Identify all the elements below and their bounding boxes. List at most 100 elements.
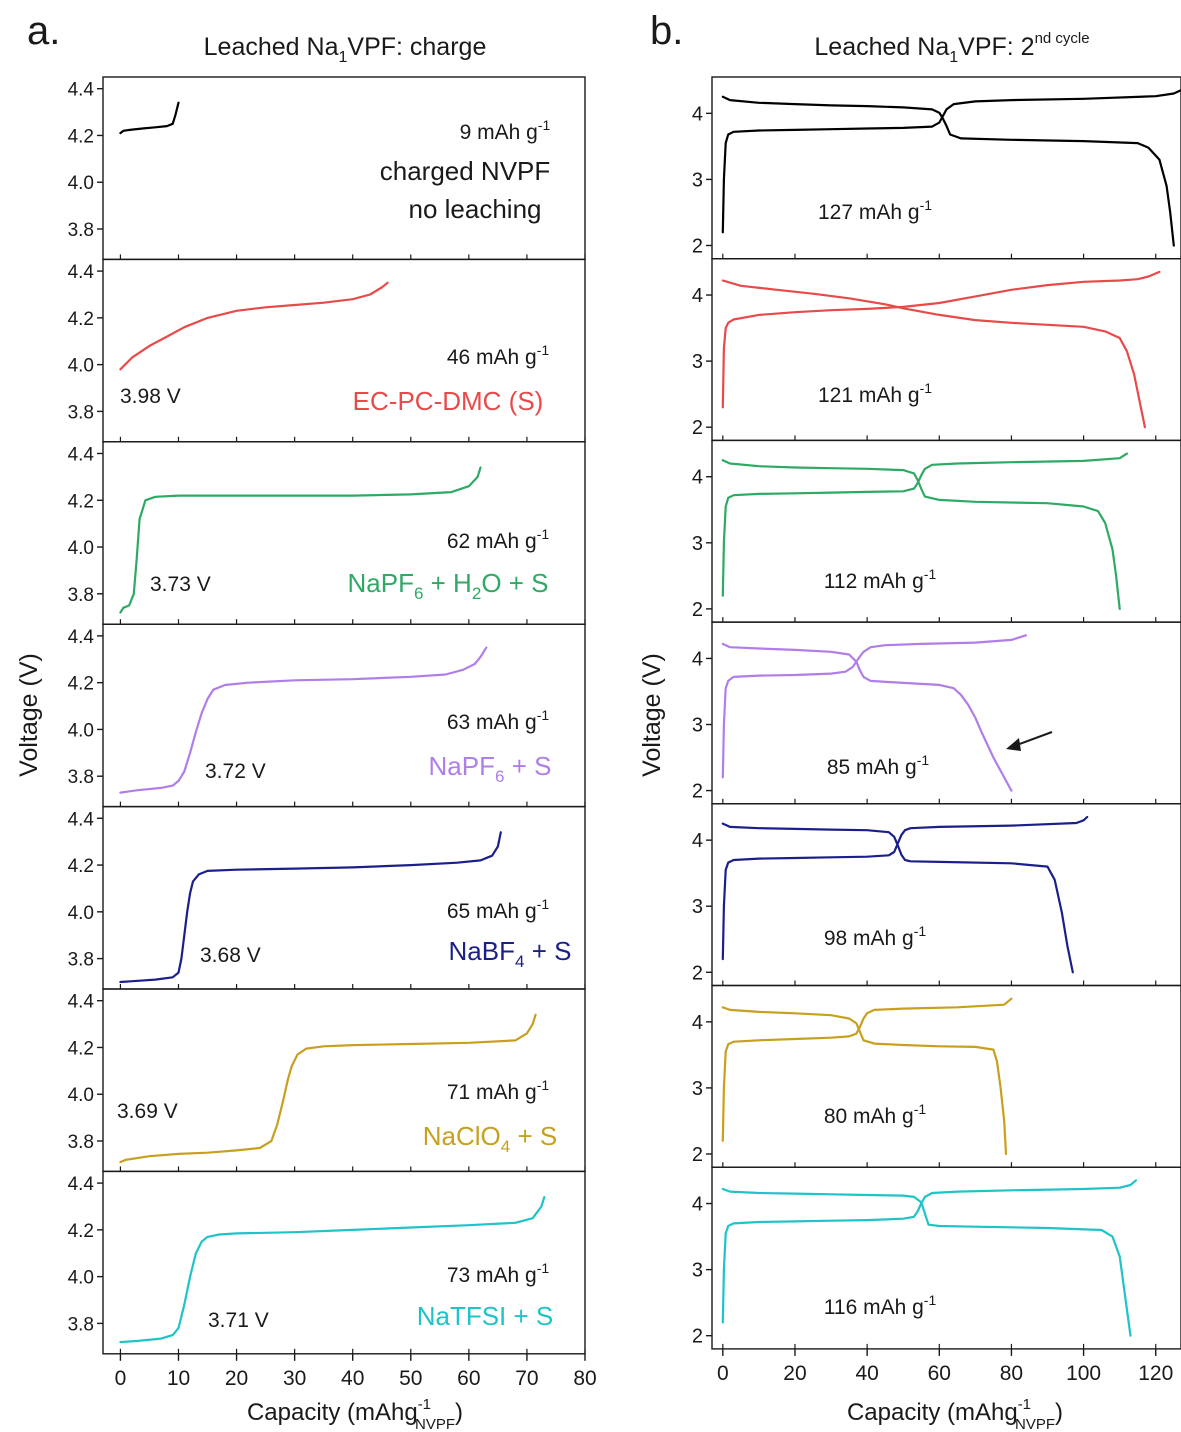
capacity-label: 65 mAh g-1 bbox=[447, 896, 550, 923]
series-line-charge bbox=[721, 270, 1161, 409]
y-tick-label: 3.8 bbox=[68, 1132, 94, 1153]
series-line-charge bbox=[721, 1179, 1137, 1324]
y-tick-label: 3.8 bbox=[68, 950, 94, 971]
series-line-s0 bbox=[119, 101, 180, 135]
electrolyte-subscript: 2 bbox=[472, 584, 481, 603]
y-tick-label: 2 bbox=[692, 962, 703, 984]
x-tick-label: 120 bbox=[1138, 1362, 1173, 1385]
y-tick-label: 3.8 bbox=[68, 1314, 94, 1335]
capacity-label: 116 mAh g-1 bbox=[824, 1292, 937, 1319]
series-line-charge bbox=[721, 997, 1013, 1142]
x-tick-label: 40 bbox=[341, 1367, 364, 1390]
y-tick-label: 4.0 bbox=[68, 1085, 94, 1106]
series-line-s0 bbox=[119, 646, 488, 794]
subplot: 2 3 4 85 mAh g-1 bbox=[692, 621, 1181, 805]
capacity-value: 112 mAh g bbox=[824, 570, 924, 593]
electrolyte-text: + S bbox=[510, 1121, 557, 1151]
electrolyte-text: NaTFSI + S bbox=[417, 1301, 554, 1331]
electrolyte-label: NaPF6 + S bbox=[429, 751, 552, 786]
subplot: 2 3 4 121 mAh g-1 bbox=[692, 258, 1181, 442]
x-tick-label: 100 bbox=[1066, 1362, 1101, 1385]
capacity-value: 62 mAh g bbox=[447, 530, 537, 553]
capacity-value: 98 mAh g bbox=[824, 927, 914, 950]
subplot: 3.8 4.0 4.2 4.4 62 mAh g-1 3.73 V NaPF6 + H2O … bbox=[68, 441, 586, 625]
y-tick-label: 4.0 bbox=[68, 903, 94, 924]
annotation-line: no leaching bbox=[409, 194, 542, 224]
series-line-discharge bbox=[721, 822, 1074, 974]
subplot: 3.8 4.0 4.2 4.4 63 mAh g-1 3.72 V NaPF6 + S bbox=[68, 623, 586, 808]
y-tick-label: 3 bbox=[692, 533, 703, 555]
onset-voltage-label: 3.98 V bbox=[120, 385, 181, 408]
y-tick-label: 4.2 bbox=[68, 856, 94, 877]
y-tick-label: 4.0 bbox=[68, 173, 94, 194]
y-tick-label: 4 bbox=[692, 103, 703, 125]
x-axis-label: Capacity (mAhg-1 NVPF) bbox=[247, 1396, 463, 1432]
y-tick-label: 2 bbox=[692, 781, 703, 803]
axis-label-superscript: -1 bbox=[418, 1396, 431, 1413]
axis-label-text: Capacity (mAhg bbox=[847, 1399, 1018, 1426]
capacity-value: 80 mAh g bbox=[824, 1105, 914, 1128]
onset-voltage-label: 3.73 V bbox=[150, 573, 211, 596]
y-tick-label: 4 bbox=[692, 1194, 703, 1216]
onset-voltage-label: 3.69 V bbox=[117, 1100, 178, 1123]
y-tick-label: 4.4 bbox=[68, 444, 95, 465]
y-tick-label: 3 bbox=[692, 169, 703, 191]
capacity-label: 9 mAh g-1 bbox=[460, 117, 551, 144]
capacity-unit-sup: -1 bbox=[538, 117, 551, 133]
subplot: 2 3 4 127 mAh g-1 bbox=[692, 76, 1181, 260]
y-tick-label: 3 bbox=[692, 351, 703, 373]
x-tick-label: 60 bbox=[457, 1367, 480, 1390]
title-text: VPF: 2 bbox=[958, 33, 1034, 61]
x-tick-label: 10 bbox=[167, 1367, 190, 1390]
series-line-s0 bbox=[119, 1013, 537, 1164]
electrolyte-subscript: 6 bbox=[414, 584, 423, 603]
capacity-unit-sup: -1 bbox=[537, 1077, 550, 1093]
capacity-label: 46 mAh g-1 bbox=[447, 342, 550, 369]
capacity-label: 127 mAh g-1 bbox=[818, 197, 932, 224]
capacity-value: 65 mAh g bbox=[447, 900, 537, 923]
capacity-unit-sup: -1 bbox=[537, 342, 550, 358]
y-tick-label: 2 bbox=[692, 599, 703, 621]
y-tick-label: 3 bbox=[692, 1078, 703, 1100]
arrow-shaft bbox=[1013, 731, 1053, 747]
y-tick-label: 2 bbox=[692, 1326, 703, 1348]
capacity-value: 63 mAh g bbox=[447, 711, 537, 734]
capacity-label: 85 mAh g-1 bbox=[827, 752, 930, 779]
electrolyte-label: NaTFSI + S bbox=[417, 1301, 554, 1331]
capacity-value: 121 mAh g bbox=[818, 384, 920, 407]
y-tick-label: 4.4 bbox=[68, 262, 95, 283]
electrolyte-text: NaPF bbox=[429, 751, 495, 781]
series-line-discharge bbox=[721, 459, 1121, 610]
capacity-unit-sup: -1 bbox=[917, 752, 930, 768]
electrolyte-label: NaClO4 + S bbox=[423, 1121, 557, 1156]
title-superscript: nd cycle bbox=[1035, 30, 1090, 47]
electrolyte-subscript: 4 bbox=[501, 1137, 510, 1156]
series-line-s0 bbox=[119, 281, 389, 371]
capacity-unit-sup: -1 bbox=[914, 1101, 927, 1117]
capacity-unit-sup: -1 bbox=[537, 1260, 550, 1276]
y-tick-label: 2 bbox=[692, 417, 703, 439]
panel-b: 2 3 4 127 mAh g-1 2 3 4 121 mAh g -1 2 3 4 112 mAh g… bbox=[692, 76, 1181, 1385]
electrolyte-label: NaPF6 + H2O + S bbox=[347, 568, 548, 603]
capacity-value: 116 mAh g bbox=[824, 1296, 924, 1319]
y-tick-label: 3 bbox=[692, 1260, 703, 1282]
x-tick-label: 0 bbox=[115, 1367, 127, 1390]
x-tick-label: 40 bbox=[855, 1362, 878, 1385]
y-tick-label: 4 bbox=[692, 648, 703, 670]
y-tick-label: 4.2 bbox=[68, 674, 94, 695]
panel-letter: b. bbox=[650, 9, 683, 53]
x-tick-label: 60 bbox=[928, 1362, 951, 1385]
y-tick-label: 3.8 bbox=[68, 402, 94, 423]
y-tick-label: 4.4 bbox=[68, 992, 95, 1013]
x-tick-label: 30 bbox=[283, 1367, 306, 1390]
series-line-discharge bbox=[721, 279, 1146, 429]
series-line-charge bbox=[721, 89, 1181, 234]
y-tick-label: 3.8 bbox=[68, 767, 94, 788]
y-tick-label: 4.0 bbox=[68, 720, 94, 741]
subplot: 3.8 4.0 4.2 4.4 46 mAh g-1 3.98 V EC-PC-DMC (S… bbox=[68, 258, 586, 443]
capacity-value: 71 mAh g bbox=[447, 1081, 537, 1104]
axis-label-text: ) bbox=[1055, 1399, 1063, 1426]
capacity-unit-sup: -1 bbox=[920, 197, 933, 213]
electrolyte-text: NaBF bbox=[449, 936, 515, 966]
y-tick-label: 3 bbox=[692, 715, 703, 737]
